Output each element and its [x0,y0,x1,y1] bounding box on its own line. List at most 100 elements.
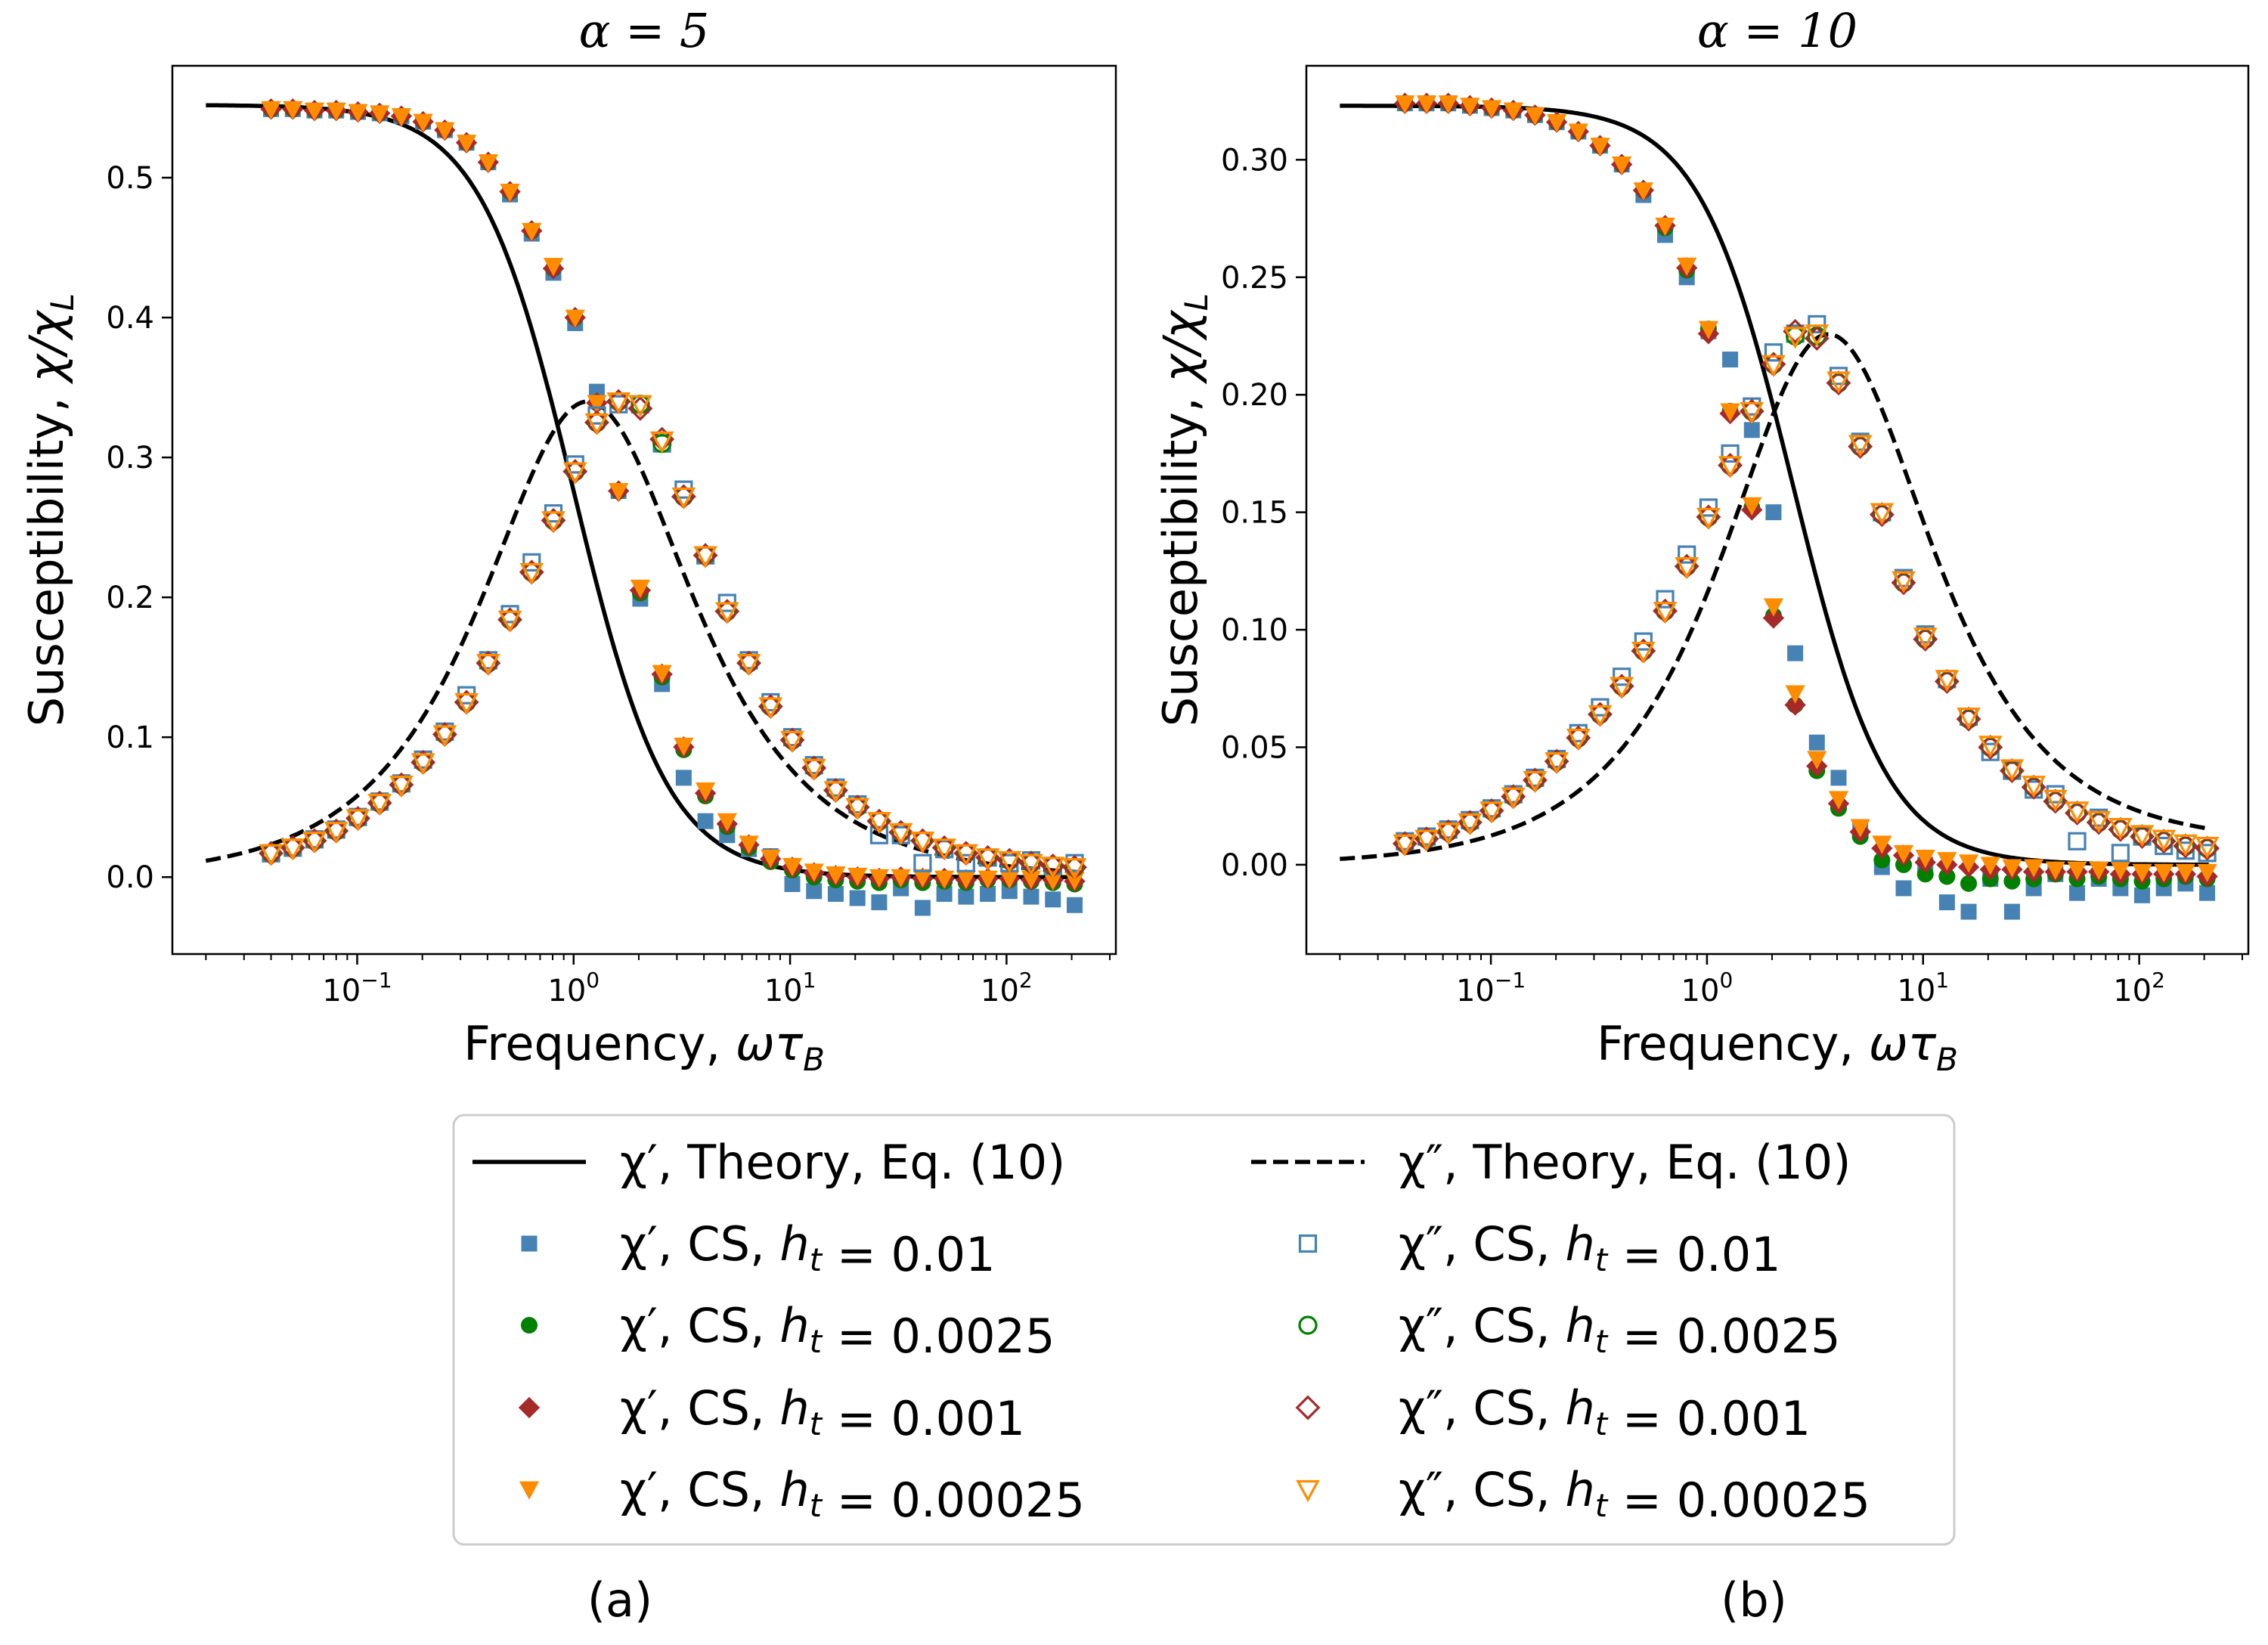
x-axis-label: Frequency, ωτB [463,1016,825,1078]
data-point [1787,645,1804,661]
data-point [324,822,349,844]
text-subscript: t [1595,1487,1609,1524]
theory-real-curve [206,103,1077,879]
text-run: χ″, CS, [1399,1216,1565,1272]
text-run: = 0.001 [822,1391,1025,1446]
data-point [1935,670,1960,692]
data-point [784,875,801,892]
data-point [804,863,824,882]
data-point [652,665,672,683]
legend-label: χ′, CS, ht = 0.0025 [620,1298,1055,1364]
y-tick-label: 0.5 [106,161,154,196]
data-point [806,883,823,900]
data-point [888,822,913,846]
y-tick-label: 0.2 [106,581,154,615]
legend-item: χ″, CS, ht = 0.001 [1295,1380,1811,1446]
data-point [1395,95,1415,114]
data-point [891,869,911,888]
legend-label: χ″, CS, ht = 0.0025 [1399,1298,1841,1364]
data-point [584,413,609,435]
data-point [1631,641,1656,665]
text-run: 10 [547,974,586,1008]
data-point [500,184,520,203]
data-point [2003,903,2020,920]
data-point [1043,872,1063,891]
data-point [934,870,955,889]
legend-item: χ′, Theory, Eq. (10) [472,1135,1065,1190]
data-point [761,849,781,869]
text-subscript: t [810,1241,823,1278]
legend-marker [519,1481,540,1500]
x-tick-label: 101 [1897,968,1949,1008]
data-point [1062,858,1087,881]
data-point [1612,156,1632,175]
data-point [845,798,870,820]
text-superscript: 0 [1719,968,1733,993]
data-point [1546,114,1567,133]
text-symbol: h [779,1216,809,1272]
data-point [432,725,457,748]
data-point [1045,891,1061,908]
legend-marker [521,1235,538,1252]
data-point [1436,822,1461,845]
legend-label: χ″, CS, ht = 0.00025 [1399,1462,1870,1528]
data-point [280,838,305,861]
data-point [1414,829,1439,852]
text-run: 10 [1681,974,1720,1008]
data-point [1699,498,1718,517]
text-run: χ′, CS, [620,1216,779,1272]
text-run: Frequency, [463,1016,736,1071]
data-point [2174,834,2198,857]
data-point [1590,138,1610,156]
data-point [2068,884,2085,901]
data-point [628,395,652,417]
data-point [1698,321,1719,339]
x-tick-label: 10−1 [1456,968,1526,1008]
data-point [1610,677,1634,699]
data-point [2199,884,2216,901]
data-point [997,850,1022,874]
data-point [1785,685,1805,704]
data-point [1762,607,1785,629]
data-point [1960,903,1977,920]
data-point [367,794,392,816]
data-point [1807,751,1827,770]
data-point [849,890,866,906]
data-point [1633,182,1653,201]
text-run: = 0.0025 [822,1309,1055,1364]
data-point [1872,835,1892,854]
data-point [1458,813,1483,836]
legend-item: χ′, CS, ht = 0.00025 [519,1462,1085,1528]
data-point [1958,854,1979,873]
text-superscript: 2 [2152,968,2165,993]
data-point [1393,834,1418,857]
data-point [869,826,889,844]
data-point [1938,894,1955,911]
data-point [649,431,674,454]
text-run: 10 [1897,974,1935,1008]
y-tick-label: 0.25 [1221,261,1288,296]
data-point [2108,818,2133,841]
series-triangle-down-filled [1395,95,2217,882]
x-tick-label: 102 [2113,968,2165,1008]
text-run: χ″, Theory, Eq. (10) [1399,1135,1851,1190]
data-point [2089,861,2109,880]
series-circle-filled [1396,94,2216,892]
data-point [1808,734,1825,751]
legend-item: χ′, CS, ht = 0.001 [518,1380,1025,1446]
data-point [370,105,390,124]
data-point [1416,95,1437,114]
text-run: Susceptibility, [19,383,74,727]
data-point [674,737,694,757]
legend-marker [1298,1315,1318,1335]
panel-label: (a) [587,1572,652,1628]
data-point [1566,728,1591,751]
y-tick-label: 0.15 [1221,496,1288,531]
text-superscript: 0 [586,968,600,993]
data-point [914,900,931,916]
series-diamond-open [1392,318,2220,861]
data-point [411,753,435,776]
text-subscript: t [1595,1405,1609,1442]
data-point [1479,801,1504,824]
y-tick-label: 0.20 [1221,378,1288,413]
